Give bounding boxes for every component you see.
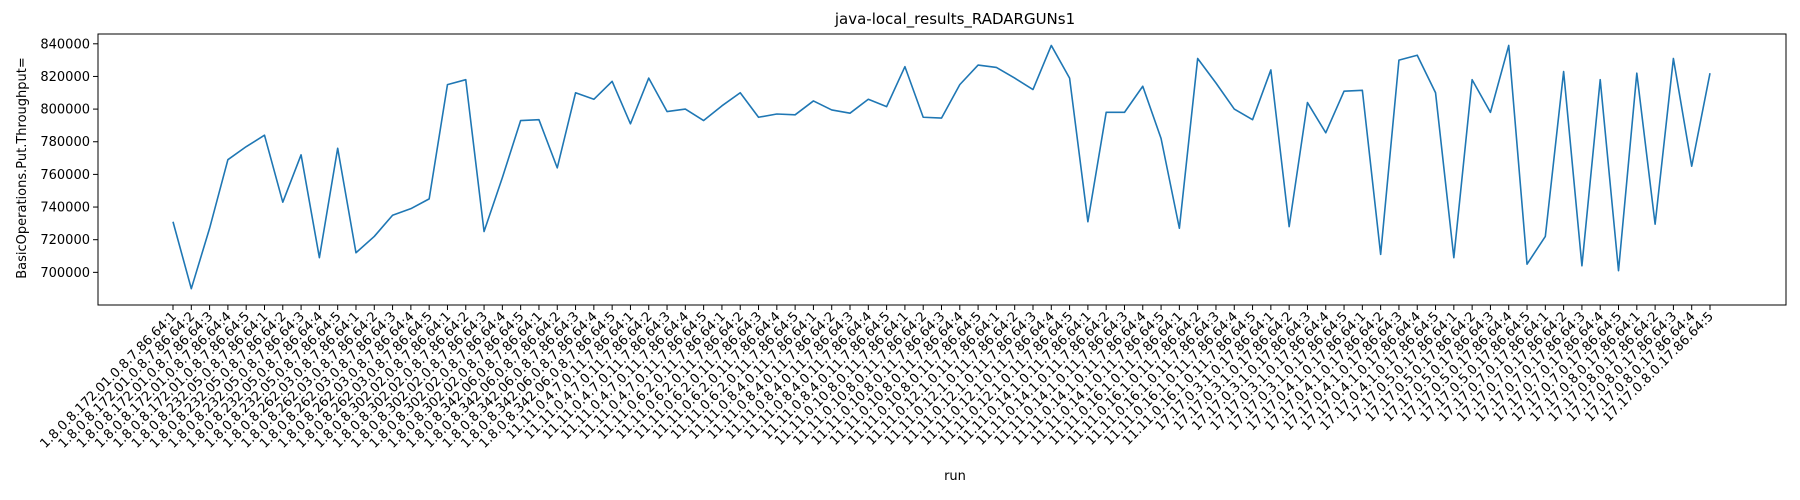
y-axis-title: BasicOperations.Put.Throughput= (15, 57, 30, 279)
y-tick-label: 800000 (40, 103, 90, 118)
series-line (172, 44, 1711, 290)
y-tick-label: 780000 (40, 135, 90, 150)
x-axis-title: run (944, 469, 966, 484)
y-tick-label: 720000 (40, 233, 90, 248)
y-tick-label: 820000 (40, 70, 90, 85)
y-tick-label: 740000 (40, 201, 90, 216)
y-tick-label: 760000 (40, 168, 90, 183)
y-tick-label: 700000 (40, 266, 90, 281)
chart-title: java-local_results_RADARGUNs1 (834, 10, 1075, 29)
y-tick-label: 840000 (40, 37, 90, 52)
plot-area: 700000 720000 740000 760000 780000 800000 8200… (37, 33, 1787, 452)
